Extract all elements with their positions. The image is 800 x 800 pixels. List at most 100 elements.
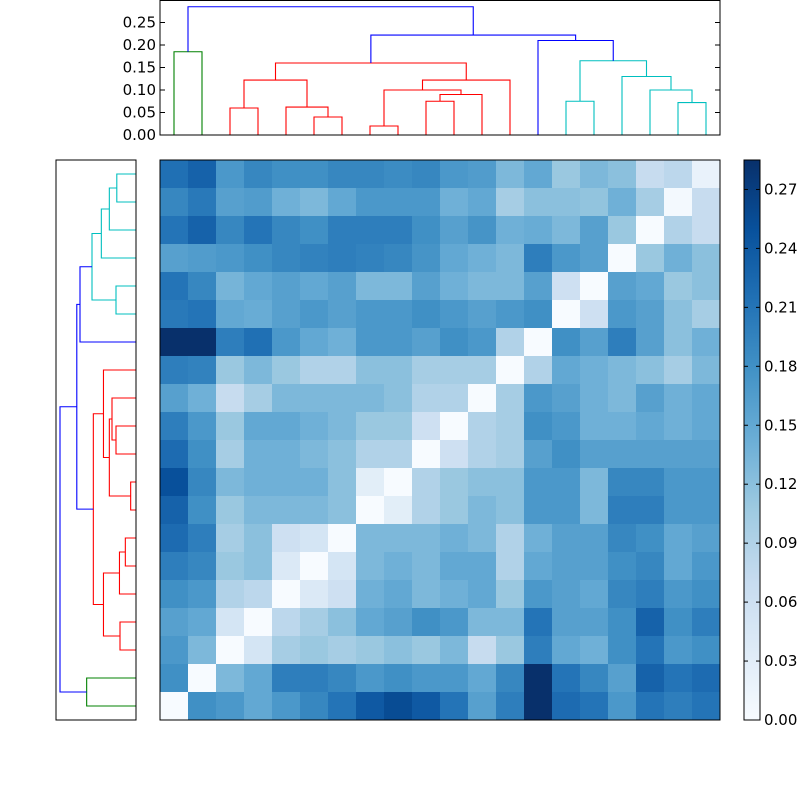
top-dendrogram-axis: 0.00 0.05 0.10 0.15 0.20 0.25 (123, 14, 720, 144)
heatmap-cell (496, 328, 525, 357)
heatmap-cell (272, 440, 301, 469)
heatmap-cell (440, 272, 469, 301)
heatmap-cell (244, 244, 273, 273)
heatmap-cell (608, 216, 637, 245)
heatmap-cell (636, 496, 665, 525)
top-dendrogram (173, 6, 707, 135)
heatmap-cell (356, 552, 385, 581)
heatmap-cell (188, 328, 217, 357)
heatmap-cell (272, 160, 301, 189)
heatmap-cell (384, 580, 413, 609)
heatmap-cell (608, 468, 637, 497)
heatmap-cell (524, 496, 553, 525)
heatmap-cell (216, 664, 245, 693)
heatmap-cell (216, 160, 245, 189)
heatmap-cell (636, 328, 665, 357)
heatmap-cell (356, 440, 385, 469)
heatmap-cell (328, 580, 357, 609)
heatmap-cell (664, 692, 693, 721)
heatmap-cell (440, 216, 469, 245)
heatmap-cell (384, 692, 413, 721)
heatmap-cell (160, 188, 189, 217)
heatmap-cell (272, 216, 301, 245)
heatmap-cell (440, 636, 469, 665)
heatmap-cell (356, 412, 385, 441)
heatmap-cell (692, 216, 721, 245)
heatmap-cell (692, 328, 721, 357)
heatmap-cell (328, 328, 357, 357)
heatmap-cell (440, 468, 469, 497)
heatmap-cell (188, 272, 217, 301)
heatmap-cell (328, 692, 357, 721)
dendrogram-link (59, 406, 87, 693)
heatmap-cell (216, 608, 245, 637)
heatmap-cell (580, 692, 609, 721)
heatmap-cell (496, 272, 525, 301)
heatmap-cell (412, 272, 441, 301)
heatmap-cell (244, 580, 273, 609)
colorbar-tick-label: 0.15 (764, 416, 797, 434)
heatmap-cell (496, 636, 525, 665)
heatmap-cell (468, 216, 497, 245)
heatmap-cell (328, 496, 357, 525)
heatmap-cell (552, 300, 581, 329)
heatmap-cell (608, 552, 637, 581)
heatmap-cell (692, 412, 721, 441)
heatmap-cell (272, 580, 301, 609)
heatmap-cell (552, 692, 581, 721)
colorbar-tick-label: 0.06 (764, 593, 797, 611)
left-dendrogram-frame (55, 159, 137, 721)
colorbar-tick-label: 0.18 (764, 357, 797, 375)
heatmap-cell (692, 552, 721, 581)
heatmap-cell (440, 412, 469, 441)
heatmap-cell (580, 496, 609, 525)
heatmap-cell (412, 188, 441, 217)
heatmap-cell (300, 608, 329, 637)
heatmap-cell (664, 160, 693, 189)
heatmap-cell (552, 244, 581, 273)
heatmap-cell (636, 300, 665, 329)
heatmap-cell (356, 244, 385, 273)
heatmap-cell (328, 244, 357, 273)
heatmap-cell (412, 300, 441, 329)
heatmap-cell (692, 636, 721, 665)
heatmap-cell (692, 468, 721, 497)
heatmap-cell (580, 384, 609, 413)
heatmap-cell (496, 468, 525, 497)
heatmap-cell (524, 328, 553, 357)
heatmap-cell (272, 188, 301, 217)
heatmap-cell (300, 356, 329, 385)
heatmap-cell (552, 608, 581, 637)
heatmap-cell (216, 328, 245, 357)
heatmap-cell (160, 244, 189, 273)
heatmap-cell (188, 664, 217, 693)
heatmap-cell (160, 216, 189, 245)
heatmap-cell (188, 608, 217, 637)
heatmap-cell (328, 552, 357, 581)
heatmap-cell (300, 328, 329, 357)
heatmap-cell (468, 356, 497, 385)
heatmap-cell (300, 412, 329, 441)
heatmap-grid (160, 160, 721, 721)
heatmap-cell (272, 636, 301, 665)
heatmap-cell (468, 440, 497, 469)
heatmap-cell (384, 384, 413, 413)
heatmap-cell (692, 272, 721, 301)
heatmap-cell (272, 272, 301, 301)
heatmap-cell (636, 272, 665, 301)
colorbar-frame (743, 159, 761, 721)
heatmap-cell (692, 300, 721, 329)
heatmap-cell (440, 580, 469, 609)
heatmap-cell (608, 356, 637, 385)
heatmap-cell (216, 636, 245, 665)
heatmap-cell (244, 356, 273, 385)
heatmap-cell (160, 440, 189, 469)
y-tick-label: 0.10 (123, 81, 156, 99)
heatmap-cell (496, 580, 525, 609)
heatmap-frame (159, 159, 721, 721)
heatmap-cell (580, 608, 609, 637)
heatmap-cell (664, 272, 693, 301)
heatmap-cell (300, 580, 329, 609)
heatmap-cell (412, 524, 441, 553)
heatmap-cell (580, 328, 609, 357)
